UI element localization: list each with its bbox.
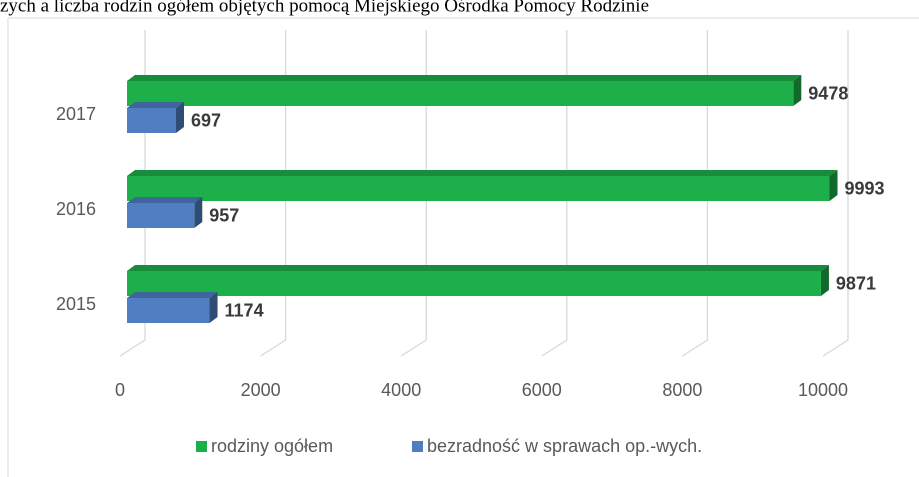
bar-front (127, 81, 794, 106)
grid-line (682, 30, 709, 357)
legend-swatch (412, 441, 423, 452)
bar-top (127, 292, 218, 298)
grid-line (119, 30, 146, 357)
legend-swatch (196, 441, 207, 452)
bar-front (127, 298, 210, 323)
value-label: 9871 (836, 273, 876, 293)
value-label: 1174 (225, 300, 264, 320)
legend-label: bezradność w sprawach op.-wych. (427, 436, 702, 456)
y-tick-label: 2016 (56, 199, 96, 219)
value-label: 9993 (845, 178, 885, 198)
bar (127, 265, 829, 296)
x-tick-label: 4000 (381, 380, 421, 400)
bar-side (175, 102, 184, 133)
bar (127, 75, 802, 106)
legend-label: rodziny ogółem (211, 436, 333, 456)
value-label: 957 (209, 205, 239, 225)
x-tick-label: 0 (115, 380, 125, 400)
bar-side (820, 265, 829, 296)
value-label: 9478 (808, 83, 848, 103)
bar-side (829, 170, 838, 201)
bar-top (127, 170, 838, 176)
grid-line (400, 30, 427, 357)
x-tick-label: 10000 (798, 380, 848, 400)
bar-front (127, 203, 195, 228)
x-tick-label: 2000 (241, 380, 281, 400)
bar-front (127, 176, 830, 201)
bar-top (127, 102, 184, 108)
x-tick-label: 8000 (662, 380, 702, 400)
bar (127, 102, 184, 133)
bar-side (194, 197, 203, 228)
chart-title: zych a liczba rodzin ogółem objętych pom… (0, 0, 649, 16)
bar-top (127, 197, 203, 203)
y-tick-label: 2017 (56, 104, 96, 124)
value-label: 697 (191, 110, 221, 130)
bar (127, 292, 218, 323)
bar-top (127, 75, 802, 81)
grid-line (822, 30, 849, 357)
bar (127, 197, 203, 228)
grid-line (260, 30, 287, 357)
bar (127, 170, 838, 201)
bar-side (209, 292, 218, 323)
x-tick-label: 6000 (522, 380, 562, 400)
bar-top (127, 265, 829, 271)
bar-front (127, 271, 821, 296)
y-tick-label: 2015 (56, 294, 96, 314)
bar-front (127, 108, 176, 133)
grid-line (541, 30, 568, 357)
bar-side (793, 75, 802, 106)
